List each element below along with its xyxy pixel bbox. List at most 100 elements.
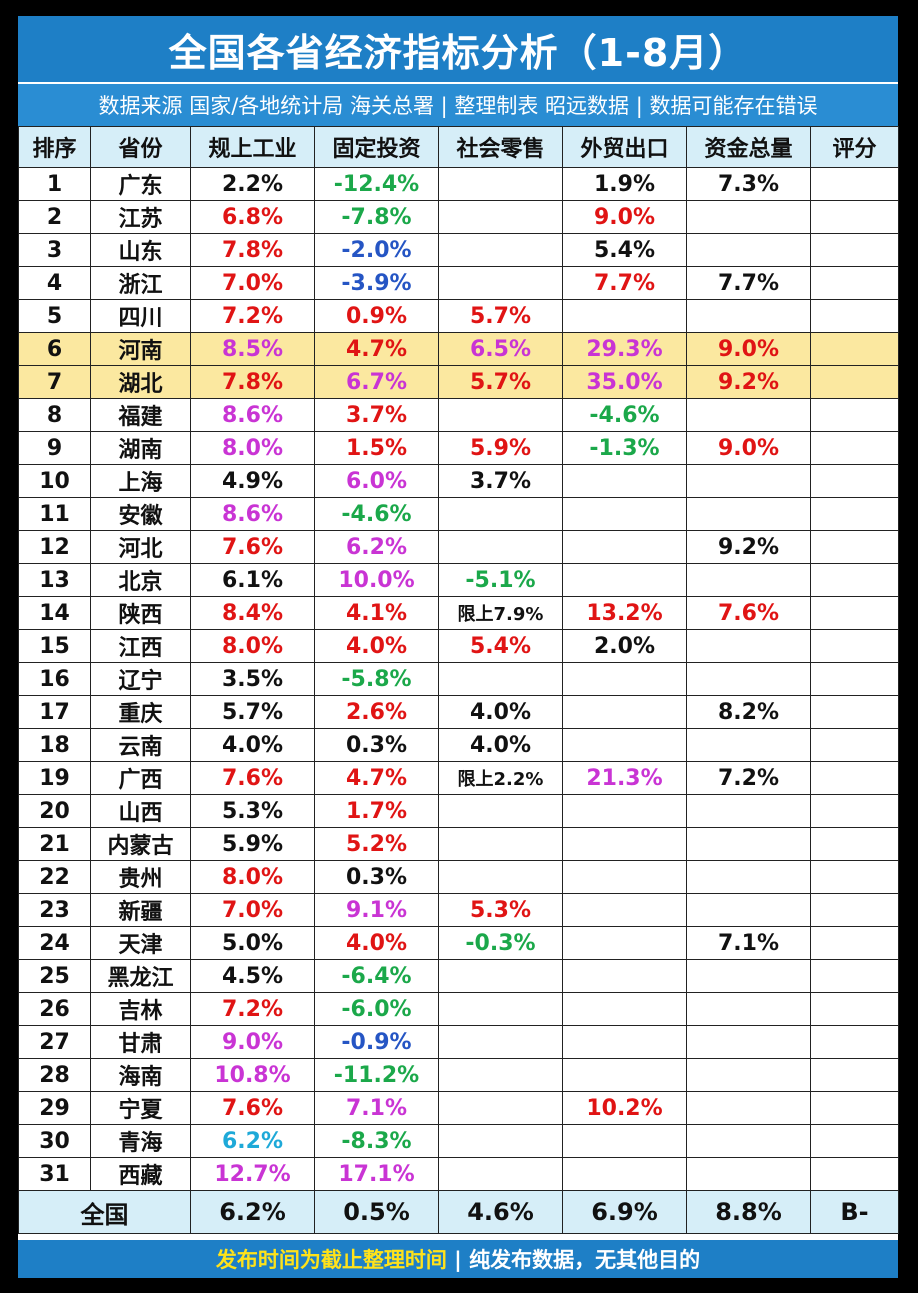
rank-cell: 30 — [18, 1124, 91, 1158]
total-value: 8.8% — [686, 1190, 811, 1234]
table-row: 8 福建 8.6% 3.7% -4.6% — [18, 398, 899, 432]
investment-cell: 0.3% — [314, 728, 439, 762]
industry-cell: 10.8% — [190, 1058, 315, 1092]
funds-cell — [686, 464, 811, 498]
rank-cell: 26 — [18, 992, 91, 1026]
table-body: 1 广东 2.2% -12.4% 1.9% 7.3% 2 江苏 6.8% -7.8% 9.0% 3 山东… — [18, 167, 899, 1191]
score-cell — [810, 1091, 899, 1125]
table-row: 30 青海 6.2% -8.3% — [18, 1124, 899, 1158]
export-cell — [562, 827, 687, 861]
province-cell: 江西 — [90, 629, 191, 663]
rank-cell: 27 — [18, 1025, 91, 1059]
retail-cell — [438, 497, 563, 531]
total-value: 0.5% — [314, 1190, 439, 1234]
table-row: 3 山东 7.8% -2.0% 5.4% — [18, 233, 899, 267]
funds-cell — [686, 200, 811, 234]
export-cell: -1.3% — [562, 431, 687, 465]
table-row: 7 湖北 7.8% 6.7% 5.7% 35.0% 9.2% — [18, 365, 899, 399]
investment-cell: -7.8% — [314, 200, 439, 234]
investment-cell: -8.3% — [314, 1124, 439, 1158]
score-cell — [810, 332, 899, 366]
table-row: 25 黑龙江 4.5% -6.4% — [18, 959, 899, 993]
retail-cell: 5.4% — [438, 629, 563, 663]
table-row: 10 上海 4.9% 6.0% 3.7% — [18, 464, 899, 498]
retail-cell — [438, 794, 563, 828]
funds-cell — [686, 629, 811, 663]
page-title: 全国各省经济指标分析（1-8月） — [18, 16, 898, 82]
export-cell: 1.9% — [562, 167, 687, 201]
province-cell: 湖北 — [90, 365, 191, 399]
industry-cell: 2.2% — [190, 167, 315, 201]
retail-cell: 5.7% — [438, 365, 563, 399]
retail-cell: 5.9% — [438, 431, 563, 465]
table-row: 9 湖南 8.0% 1.5% 5.9% -1.3% 9.0% — [18, 431, 899, 465]
table-row: 31 西藏 12.7% 17.1% — [18, 1157, 899, 1191]
funds-cell — [686, 662, 811, 696]
province-cell: 陕西 — [90, 596, 191, 630]
table-row: 17 重庆 5.7% 2.6% 4.0% 8.2% — [18, 695, 899, 729]
province-cell: 广东 — [90, 167, 191, 201]
investment-cell: 10.0% — [314, 563, 439, 597]
retail-cell — [438, 1025, 563, 1059]
province-cell: 湖南 — [90, 431, 191, 465]
rank-cell: 16 — [18, 662, 91, 696]
export-cell: 9.0% — [562, 200, 687, 234]
score-cell — [810, 926, 899, 960]
total-value: 6.2% — [190, 1190, 315, 1234]
rank-cell: 3 — [18, 233, 91, 267]
score-cell — [810, 431, 899, 465]
score-cell — [810, 761, 899, 795]
investment-cell: 0.3% — [314, 860, 439, 894]
retail-cell: 4.0% — [438, 695, 563, 729]
rank-cell: 9 — [18, 431, 91, 465]
table-row: 14 陕西 8.4% 4.1% 限上7.9% 13.2% 7.6% — [18, 596, 899, 630]
funds-cell — [686, 794, 811, 828]
retail-cell — [438, 1058, 563, 1092]
rank-cell: 2 — [18, 200, 91, 234]
retail-cell — [438, 662, 563, 696]
province-cell: 重庆 — [90, 695, 191, 729]
industry-cell: 8.0% — [190, 431, 315, 465]
retail-cell: 4.0% — [438, 728, 563, 762]
funds-cell — [686, 497, 811, 531]
score-cell — [810, 200, 899, 234]
export-cell — [562, 695, 687, 729]
export-cell — [562, 1157, 687, 1191]
export-cell — [562, 860, 687, 894]
investment-cell: 6.0% — [314, 464, 439, 498]
retail-cell: 5.7% — [438, 299, 563, 333]
funds-cell — [686, 233, 811, 267]
score-cell — [810, 266, 899, 300]
funds-cell: 9.2% — [686, 365, 811, 399]
export-cell — [562, 794, 687, 828]
table-row: 16 辽宁 3.5% -5.8% — [18, 662, 899, 696]
table-row: 27 甘肃 9.0% -0.9% — [18, 1025, 899, 1059]
investment-cell: -2.0% — [314, 233, 439, 267]
industry-cell: 3.5% — [190, 662, 315, 696]
province-cell: 青海 — [90, 1124, 191, 1158]
investment-cell: -6.0% — [314, 992, 439, 1026]
rank-cell: 29 — [18, 1091, 91, 1125]
rank-cell: 7 — [18, 365, 91, 399]
score-cell — [810, 497, 899, 531]
province-cell: 福建 — [90, 398, 191, 432]
industry-cell: 4.9% — [190, 464, 315, 498]
investment-cell: 3.7% — [314, 398, 439, 432]
funds-cell: 8.2% — [686, 695, 811, 729]
retail-cell — [438, 233, 563, 267]
retail-cell: 限上2.2% — [438, 761, 563, 795]
export-cell: 35.0% — [562, 365, 687, 399]
funds-cell — [686, 1091, 811, 1125]
retail-cell: -0.3% — [438, 926, 563, 960]
retail-cell: -5.1% — [438, 563, 563, 597]
funds-cell — [686, 992, 811, 1026]
province-cell: 安徽 — [90, 497, 191, 531]
score-cell — [810, 992, 899, 1026]
industry-cell: 7.6% — [190, 761, 315, 795]
industry-cell: 12.7% — [190, 1157, 315, 1191]
table-row: 15 江西 8.0% 4.0% 5.4% 2.0% — [18, 629, 899, 663]
province-cell: 云南 — [90, 728, 191, 762]
table-row: 4 浙江 7.0% -3.9% 7.7% 7.7% — [18, 266, 899, 300]
industry-cell: 8.6% — [190, 398, 315, 432]
table-row: 13 北京 6.1% 10.0% -5.1% — [18, 563, 899, 597]
